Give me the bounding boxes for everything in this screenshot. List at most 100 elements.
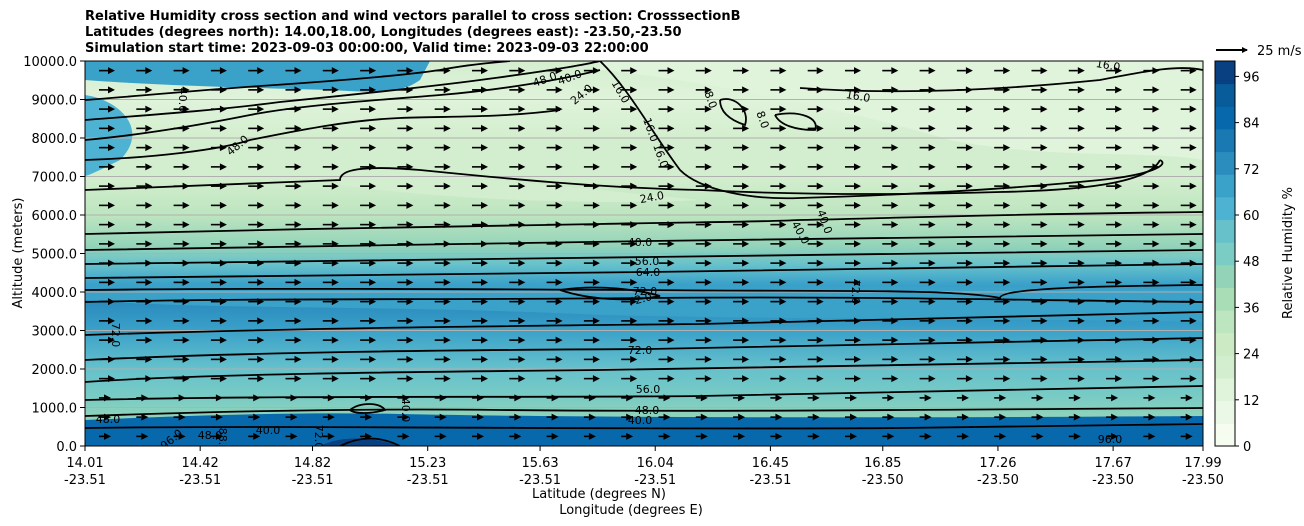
y-tick-label: 10000.0 [23, 55, 77, 70]
wind-vector [1143, 182, 1160, 190]
wind-vector [546, 221, 563, 229]
wind-vector [248, 432, 261, 440]
wind-vector [956, 413, 969, 421]
wind-vector [397, 144, 414, 152]
wind-vector [1031, 163, 1048, 171]
wind-vector [733, 259, 750, 267]
wind-vector [285, 144, 302, 152]
wind-vector [621, 259, 638, 267]
wind-vector [733, 336, 750, 344]
wind-vector [583, 413, 596, 421]
wind-vector [733, 413, 746, 421]
wind-vector [472, 201, 488, 209]
wind-vector [210, 413, 223, 421]
wind-vector [285, 86, 302, 94]
wind-vector [994, 182, 1011, 190]
contour-label: 40.0 [176, 88, 189, 113]
wind-vector [136, 182, 153, 190]
y-tick-label: 9000.0 [32, 94, 78, 109]
colorbar-segment [1215, 219, 1235, 243]
wind-vector [210, 201, 227, 209]
x-tick-label-lat: 16.85 [864, 456, 901, 471]
wind-vector [397, 432, 410, 440]
wind-vector [919, 163, 936, 171]
wind-vector [397, 201, 414, 209]
title-line-2: Latitudes (degrees north): 14.00,18.00, … [85, 25, 682, 40]
wind-vector [1068, 413, 1081, 421]
wind-vector [136, 240, 153, 248]
wind-vector [1106, 413, 1119, 421]
wind-vector [1143, 67, 1160, 75]
wind-vector [658, 375, 675, 383]
wind-vector [1106, 259, 1123, 267]
contour-line [85, 211, 1203, 235]
contour-line [799, 67, 1203, 93]
colorbar-tick-label: 0 [1243, 440, 1251, 455]
wind-vector [621, 375, 638, 383]
wind-vector [397, 221, 414, 229]
wind-vector [1180, 182, 1197, 190]
wind-vector [434, 182, 451, 190]
wind-vector [1143, 163, 1160, 171]
wind-vector [285, 105, 302, 113]
x-tick-label-lat: 14.01 [66, 456, 103, 471]
title-line-1: Relative Humidity cross section and wind… [85, 9, 741, 24]
wind-vector [882, 67, 899, 75]
wind-vector [285, 259, 302, 267]
wind-vector [919, 336, 936, 344]
wind-vector [583, 394, 596, 402]
wind-vector [807, 375, 824, 383]
y-axis: 0.0 1000.0 2000.0 3000.0 4000.0 5000.0 6000.0 7… [23, 55, 85, 455]
wind-vector [99, 298, 115, 306]
wind-vector [1180, 124, 1197, 132]
wind-vector [136, 144, 153, 152]
wind-vector [1031, 221, 1048, 229]
wind-vector [882, 317, 899, 325]
wind-vector [695, 144, 712, 152]
wind-vector [583, 240, 600, 248]
contour-label: 88.0 [216, 428, 229, 453]
colorbar-segment [1215, 83, 1235, 107]
wind-vector [882, 221, 899, 229]
wind-vector [845, 201, 861, 209]
wind-vector [1106, 201, 1123, 209]
wind-vector [621, 278, 638, 286]
wind-vector [322, 336, 339, 344]
x-tick-label-lon: -23.51 [519, 473, 561, 488]
wind-vector [136, 86, 153, 94]
wind-vector [770, 375, 787, 383]
wind-vector [509, 182, 526, 190]
wind-vector [919, 182, 936, 190]
contour-label: 48.0 [635, 404, 660, 417]
wind-vector [882, 182, 899, 190]
wind-vector [173, 86, 190, 94]
wind-vector [509, 221, 526, 229]
plot-area: 72.048.040.040.048.048.040.024.0 16.016.0… [84, 60, 1204, 453]
wind-vector [99, 355, 115, 363]
wind-vector [1068, 163, 1085, 171]
wind-vector [583, 221, 600, 229]
wind-vector [1143, 86, 1160, 94]
wind-vector [1106, 355, 1123, 363]
wind-vector [994, 259, 1011, 267]
wind-vector [546, 355, 563, 363]
wind-vector [285, 298, 302, 306]
wind-vector [956, 124, 973, 132]
wind-vector [173, 124, 190, 132]
wind-vector [472, 432, 484, 440]
wind-vector [695, 124, 712, 132]
colorbar-segment [1215, 61, 1235, 85]
wind-vector [621, 394, 634, 402]
wind-vector [956, 394, 969, 402]
colorbar-tick-label: 96 [1243, 70, 1260, 85]
wind-vector [1143, 144, 1160, 152]
x-tick-label-lon: -23.51 [64, 473, 106, 488]
wind-vector [919, 413, 932, 421]
saturated-patch-surface [320, 438, 400, 446]
wind-vector [1180, 67, 1197, 75]
contour-label: 72.0 [633, 285, 658, 298]
wind-vector [770, 144, 787, 152]
wind-vector [173, 201, 190, 209]
wind-vector [807, 124, 824, 132]
wind-vector [509, 413, 522, 421]
